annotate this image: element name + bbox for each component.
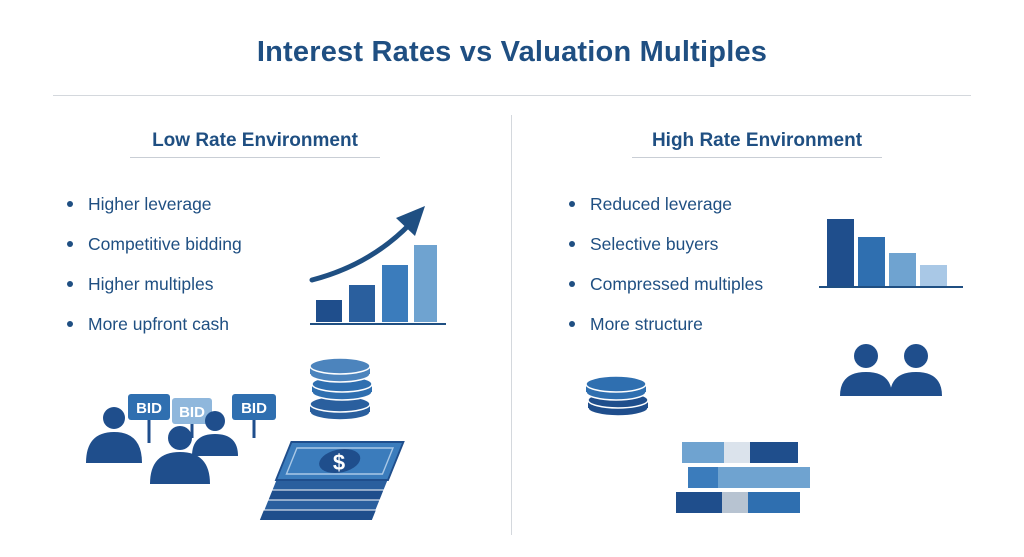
- bid-sign-text: BID: [241, 400, 267, 417]
- falling-bar-chart-icon: [819, 219, 963, 288]
- bid-sign-text: BID: [179, 404, 205, 421]
- low-rate-bullet: More upfront cash: [64, 310, 242, 350]
- low-rate-bullet: Competitive bidding: [64, 230, 242, 270]
- bullet-dot: [67, 201, 73, 207]
- bullet-text: More structure: [590, 314, 703, 334]
- rising-bar-chart-icon: [309, 206, 446, 325]
- bullet-text: Higher multiples: [88, 274, 214, 294]
- bullet-text: Compressed multiples: [590, 274, 764, 294]
- cash-stack-icon: $: [259, 441, 405, 520]
- coin-stack-icon: [309, 357, 373, 421]
- bid-sign-text: BID: [136, 400, 162, 417]
- page-title: Interest Rates vs Valuation Multiples: [256, 36, 768, 68]
- low-rate-bullet: Higher leverage: [64, 190, 242, 230]
- bullet-text: Competitive bidding: [88, 234, 242, 254]
- low-rate-heading-rule: [130, 157, 380, 158]
- people-icon: [840, 344, 942, 396]
- title-divider: [53, 95, 971, 96]
- bullet-dot: [67, 321, 73, 327]
- bullet-dot: [67, 241, 73, 247]
- high-rate-bullet: Selective buyers: [566, 230, 763, 270]
- bullet-dot: [569, 321, 575, 327]
- high-rate-bullet: More structure: [566, 310, 763, 350]
- high-rate-bullet-list: Reduced leverage Selective buyers Compre…: [566, 190, 763, 350]
- high-rate-bullet: Compressed multiples: [566, 270, 763, 310]
- bullet-text: Higher leverage: [88, 194, 212, 214]
- high-rate-bullet: Reduced leverage: [566, 190, 763, 230]
- dollar-sign-text: $: [333, 450, 345, 475]
- low-rate-heading: Low Rate Environment: [152, 130, 358, 151]
- low-rate-bullet-list: Higher leverage Competitive bidding High…: [64, 190, 242, 350]
- bid-sign: [232, 394, 276, 420]
- bid-sign: [172, 398, 212, 424]
- bullet-text: Selective buyers: [590, 234, 719, 254]
- trend-up-arrow-icon: [309, 221, 413, 283]
- low-rate-bullet: Higher multiples: [64, 270, 242, 310]
- bullet-dot: [67, 281, 73, 287]
- bid-sign: [128, 394, 170, 420]
- bullet-dot: [569, 281, 575, 287]
- bullet-dot: [569, 201, 575, 207]
- center-divider: [511, 115, 512, 535]
- bullet-text: Reduced leverage: [590, 194, 733, 214]
- high-rate-heading: High Rate Environment: [651, 130, 863, 151]
- coin-stack-icon: [585, 375, 649, 417]
- high-rate-heading-rule: [632, 157, 882, 158]
- bullet-dot: [569, 241, 575, 247]
- bidding-crowd-icon: BID BID BID: [86, 394, 276, 484]
- structure-blocks-icon: [676, 442, 810, 513]
- bullet-text: More upfront cash: [88, 314, 230, 334]
